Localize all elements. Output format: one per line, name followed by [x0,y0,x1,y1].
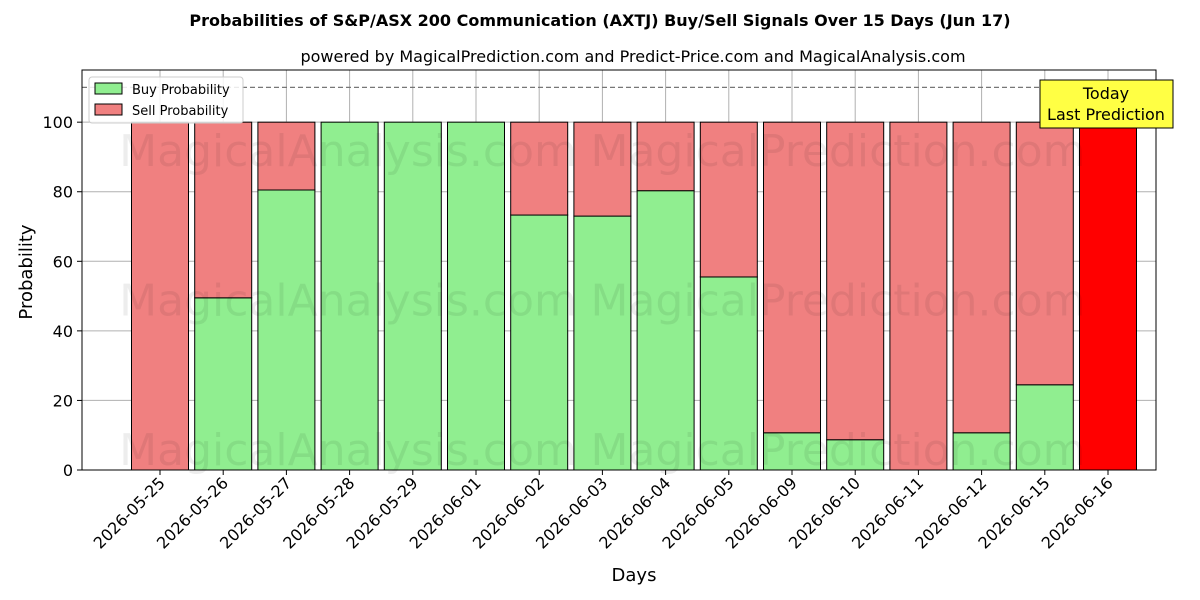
bar-buy [636,190,695,471]
chart-subtitle: powered by MagicalPrediction.com and Pre… [300,47,965,66]
bar-sell [1015,121,1074,386]
bar-sell [889,121,948,471]
bar-buy [447,121,505,471]
y-tick-label: 100 [42,113,73,132]
bar-buy [257,189,316,471]
legend-label-sell: Sell Probability [132,104,229,119]
annotation-line-1: Today [1082,84,1129,103]
bar-buy [826,439,885,471]
y-tick-label: 60 [53,252,73,271]
legend-swatch-sell [94,103,123,116]
watermark-analysis: MagicalAnalysis.com [119,425,577,476]
y-tick-label: 0 [63,461,73,480]
bar-sell [1079,121,1137,471]
bar-buy [952,432,1011,471]
bar-sell [636,121,695,192]
bar-sell [257,121,316,191]
y-tick-label: 20 [53,391,73,410]
bar-buy [383,121,442,471]
y-axis-label: Probability [16,224,37,319]
watermark-prediction: MagicalPrediction.com [591,425,1086,476]
watermark-prediction: MagicalPrediction.com [591,276,1086,327]
annotation-line-2: Last Prediction [1047,105,1165,124]
y-tick-label: 40 [53,322,73,341]
chart-title: Probabilities of S&P/ASX 200 Communicati… [189,11,1010,30]
bars [131,121,1137,471]
y-tick-label: 80 [53,183,73,202]
annotation-box [1039,79,1174,129]
bar-buy [320,121,379,471]
watermark-analysis: MagicalAnalysis.com [119,126,577,177]
x-axis-label: Days [612,565,657,586]
watermarks: MagicalAnalysis.com MagicalPrediction.com… [119,126,1085,476]
watermark-prediction: MagicalPrediction.com [591,126,1086,177]
plot-frame [81,69,1157,471]
bar-sell [763,121,821,434]
y-axis-ticks: 0 20 40 60 80 100 [42,113,82,480]
legend-label-buy: Buy Probability [132,83,230,98]
bar-buy [510,214,569,471]
bar-sell [573,121,632,217]
bar-sell [952,121,1011,434]
bar-sell [510,121,569,216]
bar-sell [194,121,253,299]
today-annotation: Today Last Prediction [1039,79,1174,129]
bar-sell [699,121,758,278]
legend-swatch-buy [94,82,123,95]
bar-buy [573,215,632,471]
bar-buy [699,276,758,471]
legend-box [88,76,244,124]
bar-sell [826,121,885,441]
x-axis-ticks: 2026-05-252026-05-262026-05-272026-05-28… [90,470,1117,553]
legend: Buy Probability Sell Probability [88,76,244,124]
watermark-analysis: MagicalAnalysis.com [119,276,577,327]
bar-buy [1015,384,1074,471]
